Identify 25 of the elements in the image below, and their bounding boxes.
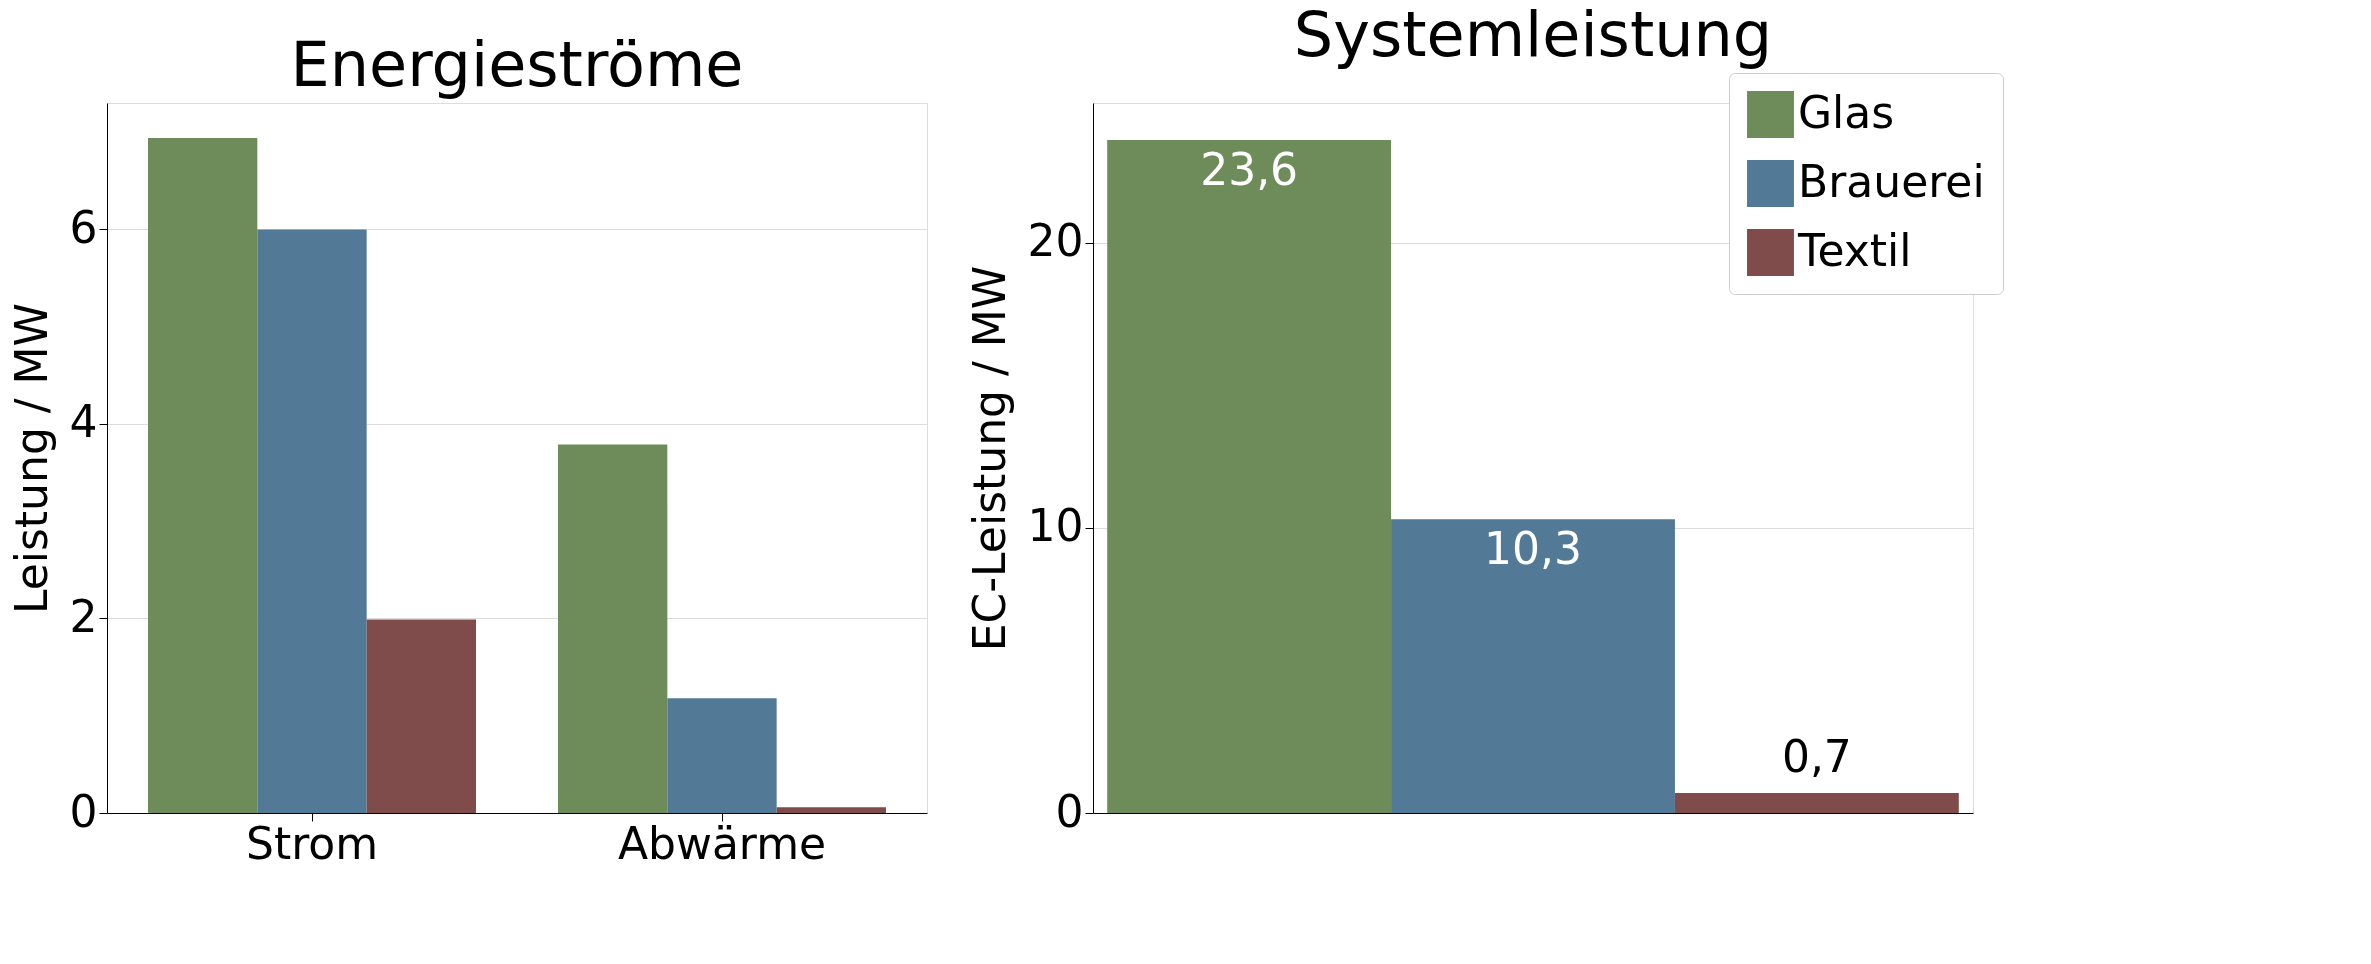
y-tick-label: 4 [69, 396, 98, 448]
bar [776, 807, 886, 813]
bar [366, 619, 476, 813]
bar [148, 138, 258, 813]
chart-title: Energieströme [290, 28, 744, 101]
legend-label: Glas [1798, 86, 1895, 138]
y-tick-label: 6 [69, 201, 98, 253]
bar [558, 444, 668, 813]
data-label: 10,3 [1484, 523, 1582, 575]
chart-title: Systemleistung [1293, 0, 1773, 71]
data-label: 0,7 [1781, 731, 1852, 783]
data-label: 23,6 [1200, 144, 1299, 196]
legend-label: Textil [1797, 224, 1912, 276]
x-tick-label: Abwärme [617, 817, 827, 869]
x-tick-label: Strom [245, 817, 379, 869]
y-axis-title: Leistung / MW [5, 302, 57, 615]
legend-label: Brauerei [1798, 155, 1985, 207]
y-tick-label: 0 [1055, 785, 1084, 837]
y-tick-label: 0 [69, 785, 98, 837]
bar [667, 698, 777, 813]
y-tick-label: 10 [1027, 500, 1084, 552]
y-axis-title: EC-Leistung / MW [963, 265, 1015, 652]
y-tick-label: 2 [69, 590, 98, 642]
y-tick-label: 20 [1027, 215, 1084, 267]
bar [257, 229, 367, 813]
